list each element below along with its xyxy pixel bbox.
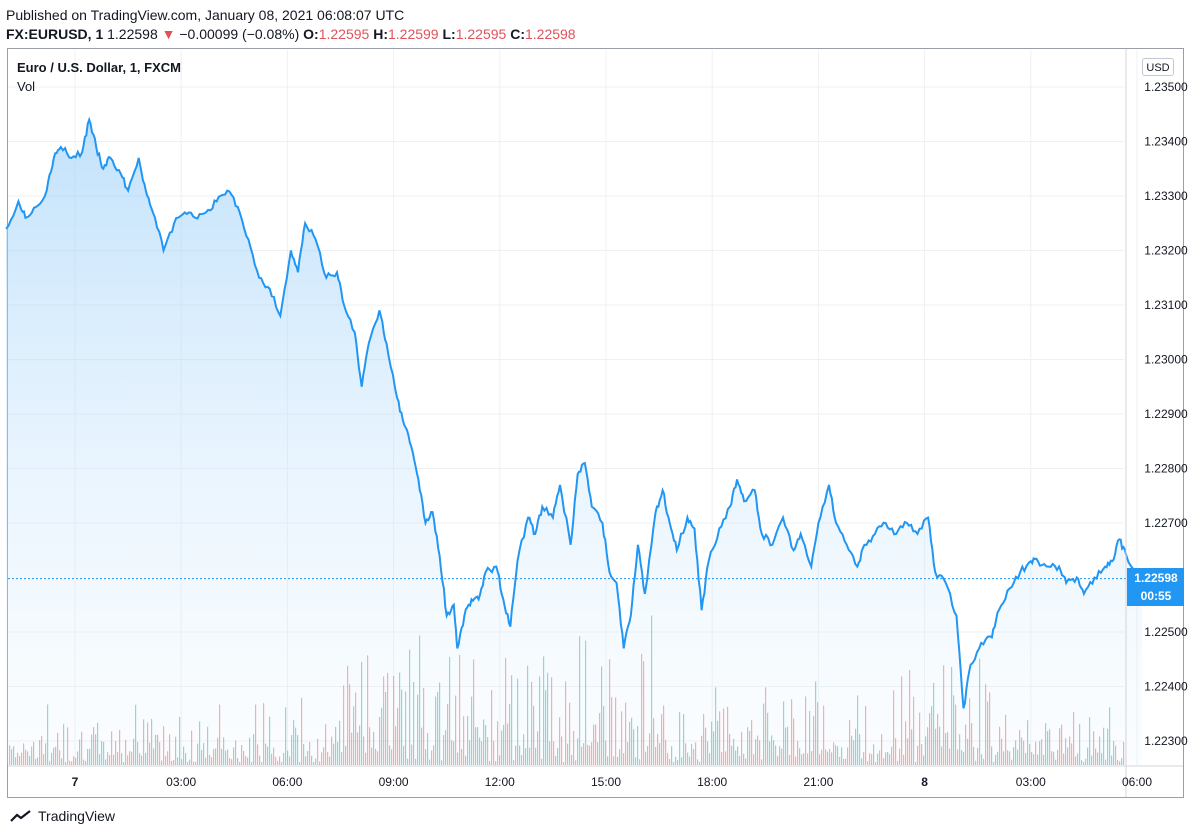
price-tick-label: 1.22400 [1144,680,1188,694]
tradingview-logo-icon [10,810,31,822]
time-tick-label: 15:00 [591,775,621,789]
price-area-fill [6,119,1143,765]
brand-label: TradingView [38,808,116,824]
price-tick-label: 1.22300 [1144,734,1188,748]
price-tick-label: 1.23500 [1144,80,1188,94]
currency-badge[interactable]: USD [1142,58,1174,76]
time-tick-label: 03:00 [166,775,196,789]
change-value: −0.00099 (−0.08%) [179,26,300,42]
published-note: Published on TradingView.com, January 08… [6,7,405,23]
symbol-label: FX:EURUSD, 1 [6,26,104,42]
last-price: 1.22598 [107,26,158,42]
price-tick-label: 1.22700 [1144,516,1188,530]
low-value: 1.22595 [455,26,507,42]
time-tick-label: 06:00 [1122,775,1152,789]
time-tick-label: 06:00 [272,775,302,789]
volume-label: Vol [17,79,36,94]
time-tick-label: 12:00 [485,775,515,789]
price-tick-label: 1.23000 [1144,353,1188,367]
time-tick-label: 18:00 [697,775,727,789]
last-price-tag: 1.22598 00:55 [1127,568,1184,606]
open-value: 1.22595 [318,26,370,42]
price-tick-label: 1.23100 [1144,298,1188,312]
open-label: O: [303,26,319,42]
time-tick-label: 21:00 [803,775,833,789]
countdown-value: 00:55 [1141,589,1172,603]
price-tick-label: 1.23300 [1144,189,1188,203]
price-tick-label: 1.22900 [1144,407,1188,421]
price-tick-label: 1.22500 [1144,625,1188,639]
time-tick-label: 09:00 [379,775,409,789]
close-label: C: [510,26,525,42]
close-value: 1.22598 [524,26,576,42]
time-axis[interactable]: 7 03:00 06:00 09:00 12:00 15:00 18:00 21:00 8 03:… [72,775,1153,789]
footer-brand[interactable]: TradingView [10,808,115,824]
price-axis[interactable]: 1.23500 1.23400 1.23300 1.23200 1.23100 1.230… [1144,80,1188,748]
high-label: H: [373,26,388,42]
down-arrow-icon: ▼ [161,26,176,42]
ohlc-legend: FX:EURUSD, 1 1.22598 ▼ −0.00099 (−0.08%)… [6,26,576,42]
chart-title: Euro / U.S. Dollar, 1, FXCM [17,60,181,75]
last-price-tag-value: 1.22598 [1134,571,1178,585]
price-tick-label: 1.22800 [1144,462,1188,476]
price-tick-label: 1.23200 [1144,244,1188,258]
time-tick-label: 7 [72,775,79,789]
high-value: 1.22599 [387,26,439,42]
time-tick-label: 8 [921,775,928,789]
price-line[interactable] [5,116,1144,709]
price-tick-label: 1.23400 [1144,135,1188,149]
low-label: L: [442,26,456,42]
time-tick-label: 03:00 [1016,775,1046,789]
